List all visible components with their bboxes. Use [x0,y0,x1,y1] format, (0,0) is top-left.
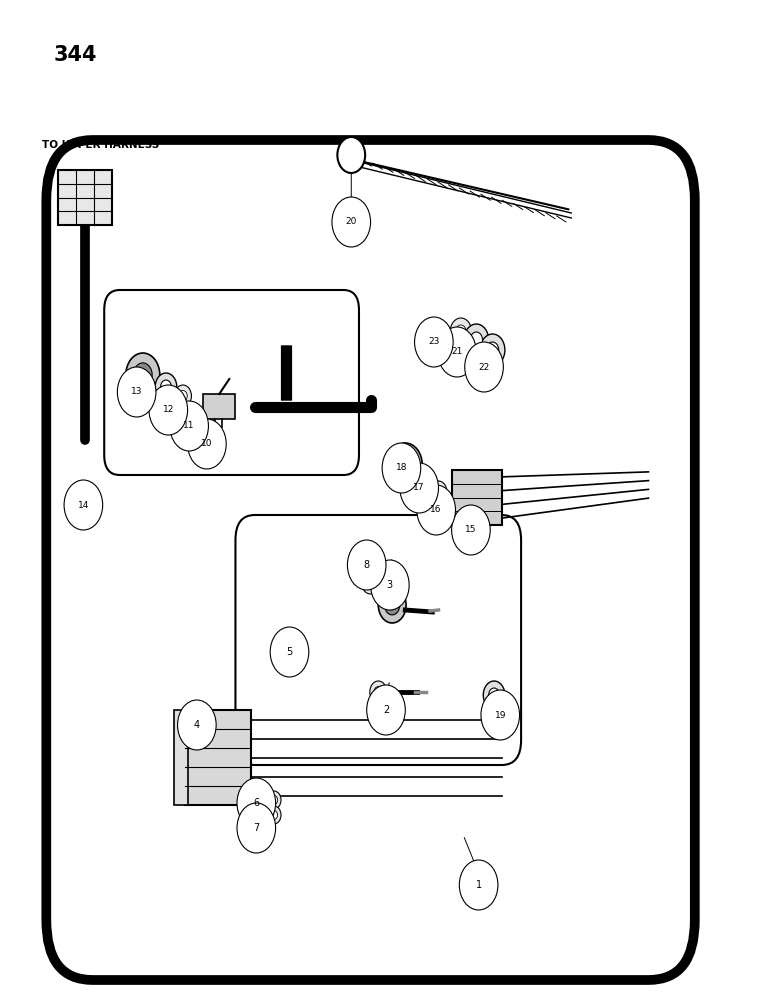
Circle shape [464,324,489,356]
Text: 15: 15 [466,526,476,534]
Text: 4: 4 [194,720,200,730]
Text: 21: 21 [452,348,462,357]
Bar [174,710,188,805]
Circle shape [237,778,276,828]
Circle shape [434,487,442,497]
Text: 10: 10 [201,440,212,448]
Circle shape [170,401,208,451]
Circle shape [382,443,421,493]
Circle shape [455,325,466,339]
Text: TO UPPER HARNESS: TO UPPER HARNESS [42,140,160,150]
Circle shape [188,419,226,469]
Circle shape [497,696,514,718]
Text: 2: 2 [383,705,389,715]
Text: 5: 5 [286,647,293,657]
Circle shape [178,700,216,750]
Text: 13: 13 [131,387,142,396]
Circle shape [126,353,160,397]
Circle shape [347,540,386,590]
Circle shape [371,560,409,610]
Circle shape [332,197,371,247]
Text: 3: 3 [387,580,393,590]
Text: 18: 18 [396,464,407,473]
Bar [203,394,235,419]
Circle shape [134,363,152,387]
Circle shape [417,485,455,535]
Circle shape [400,463,438,513]
Circle shape [155,373,177,401]
Bar [185,710,251,805]
Circle shape [64,480,103,530]
Circle shape [237,803,276,853]
Text: 11: 11 [184,422,195,430]
Circle shape [267,806,281,824]
Circle shape [438,327,476,377]
Circle shape [470,332,482,348]
Bar [58,170,112,225]
Text: 1: 1 [476,880,482,890]
Text: 17: 17 [414,484,425,492]
Text: 22: 22 [479,362,489,371]
Circle shape [418,473,428,487]
Circle shape [267,791,281,809]
Circle shape [481,690,520,740]
Circle shape [459,860,498,910]
Text: 7: 7 [253,823,259,833]
Text: 23: 23 [428,338,439,347]
Text: 14: 14 [78,500,89,510]
Text: 16: 16 [431,506,442,514]
Circle shape [486,342,499,358]
Circle shape [374,686,382,698]
Circle shape [415,317,453,367]
Text: 12: 12 [163,406,174,414]
Circle shape [270,796,277,804]
Circle shape [412,466,434,494]
Circle shape [430,481,447,503]
Circle shape [502,702,510,712]
Circle shape [174,385,191,407]
Circle shape [370,681,387,703]
Circle shape [378,587,406,623]
Circle shape [149,385,188,435]
Circle shape [480,334,505,366]
Text: 8: 8 [364,560,370,570]
Circle shape [361,570,380,594]
Circle shape [452,505,490,555]
Circle shape [465,342,503,392]
Circle shape [388,443,422,487]
Circle shape [450,318,472,346]
Circle shape [483,681,505,709]
Circle shape [366,576,375,588]
Circle shape [117,367,156,417]
Circle shape [270,810,277,820]
Circle shape [384,595,400,615]
Circle shape [337,137,365,173]
Circle shape [396,453,415,477]
Circle shape [367,685,405,735]
Text: 20: 20 [346,218,357,227]
Circle shape [290,639,304,657]
Circle shape [161,380,171,394]
Circle shape [178,390,187,401]
Circle shape [293,644,300,652]
Circle shape [270,627,309,677]
Text: 344: 344 [54,45,97,65]
Circle shape [489,688,499,702]
Text: 19: 19 [495,710,506,720]
Bar [452,470,502,525]
Text: 6: 6 [253,798,259,808]
